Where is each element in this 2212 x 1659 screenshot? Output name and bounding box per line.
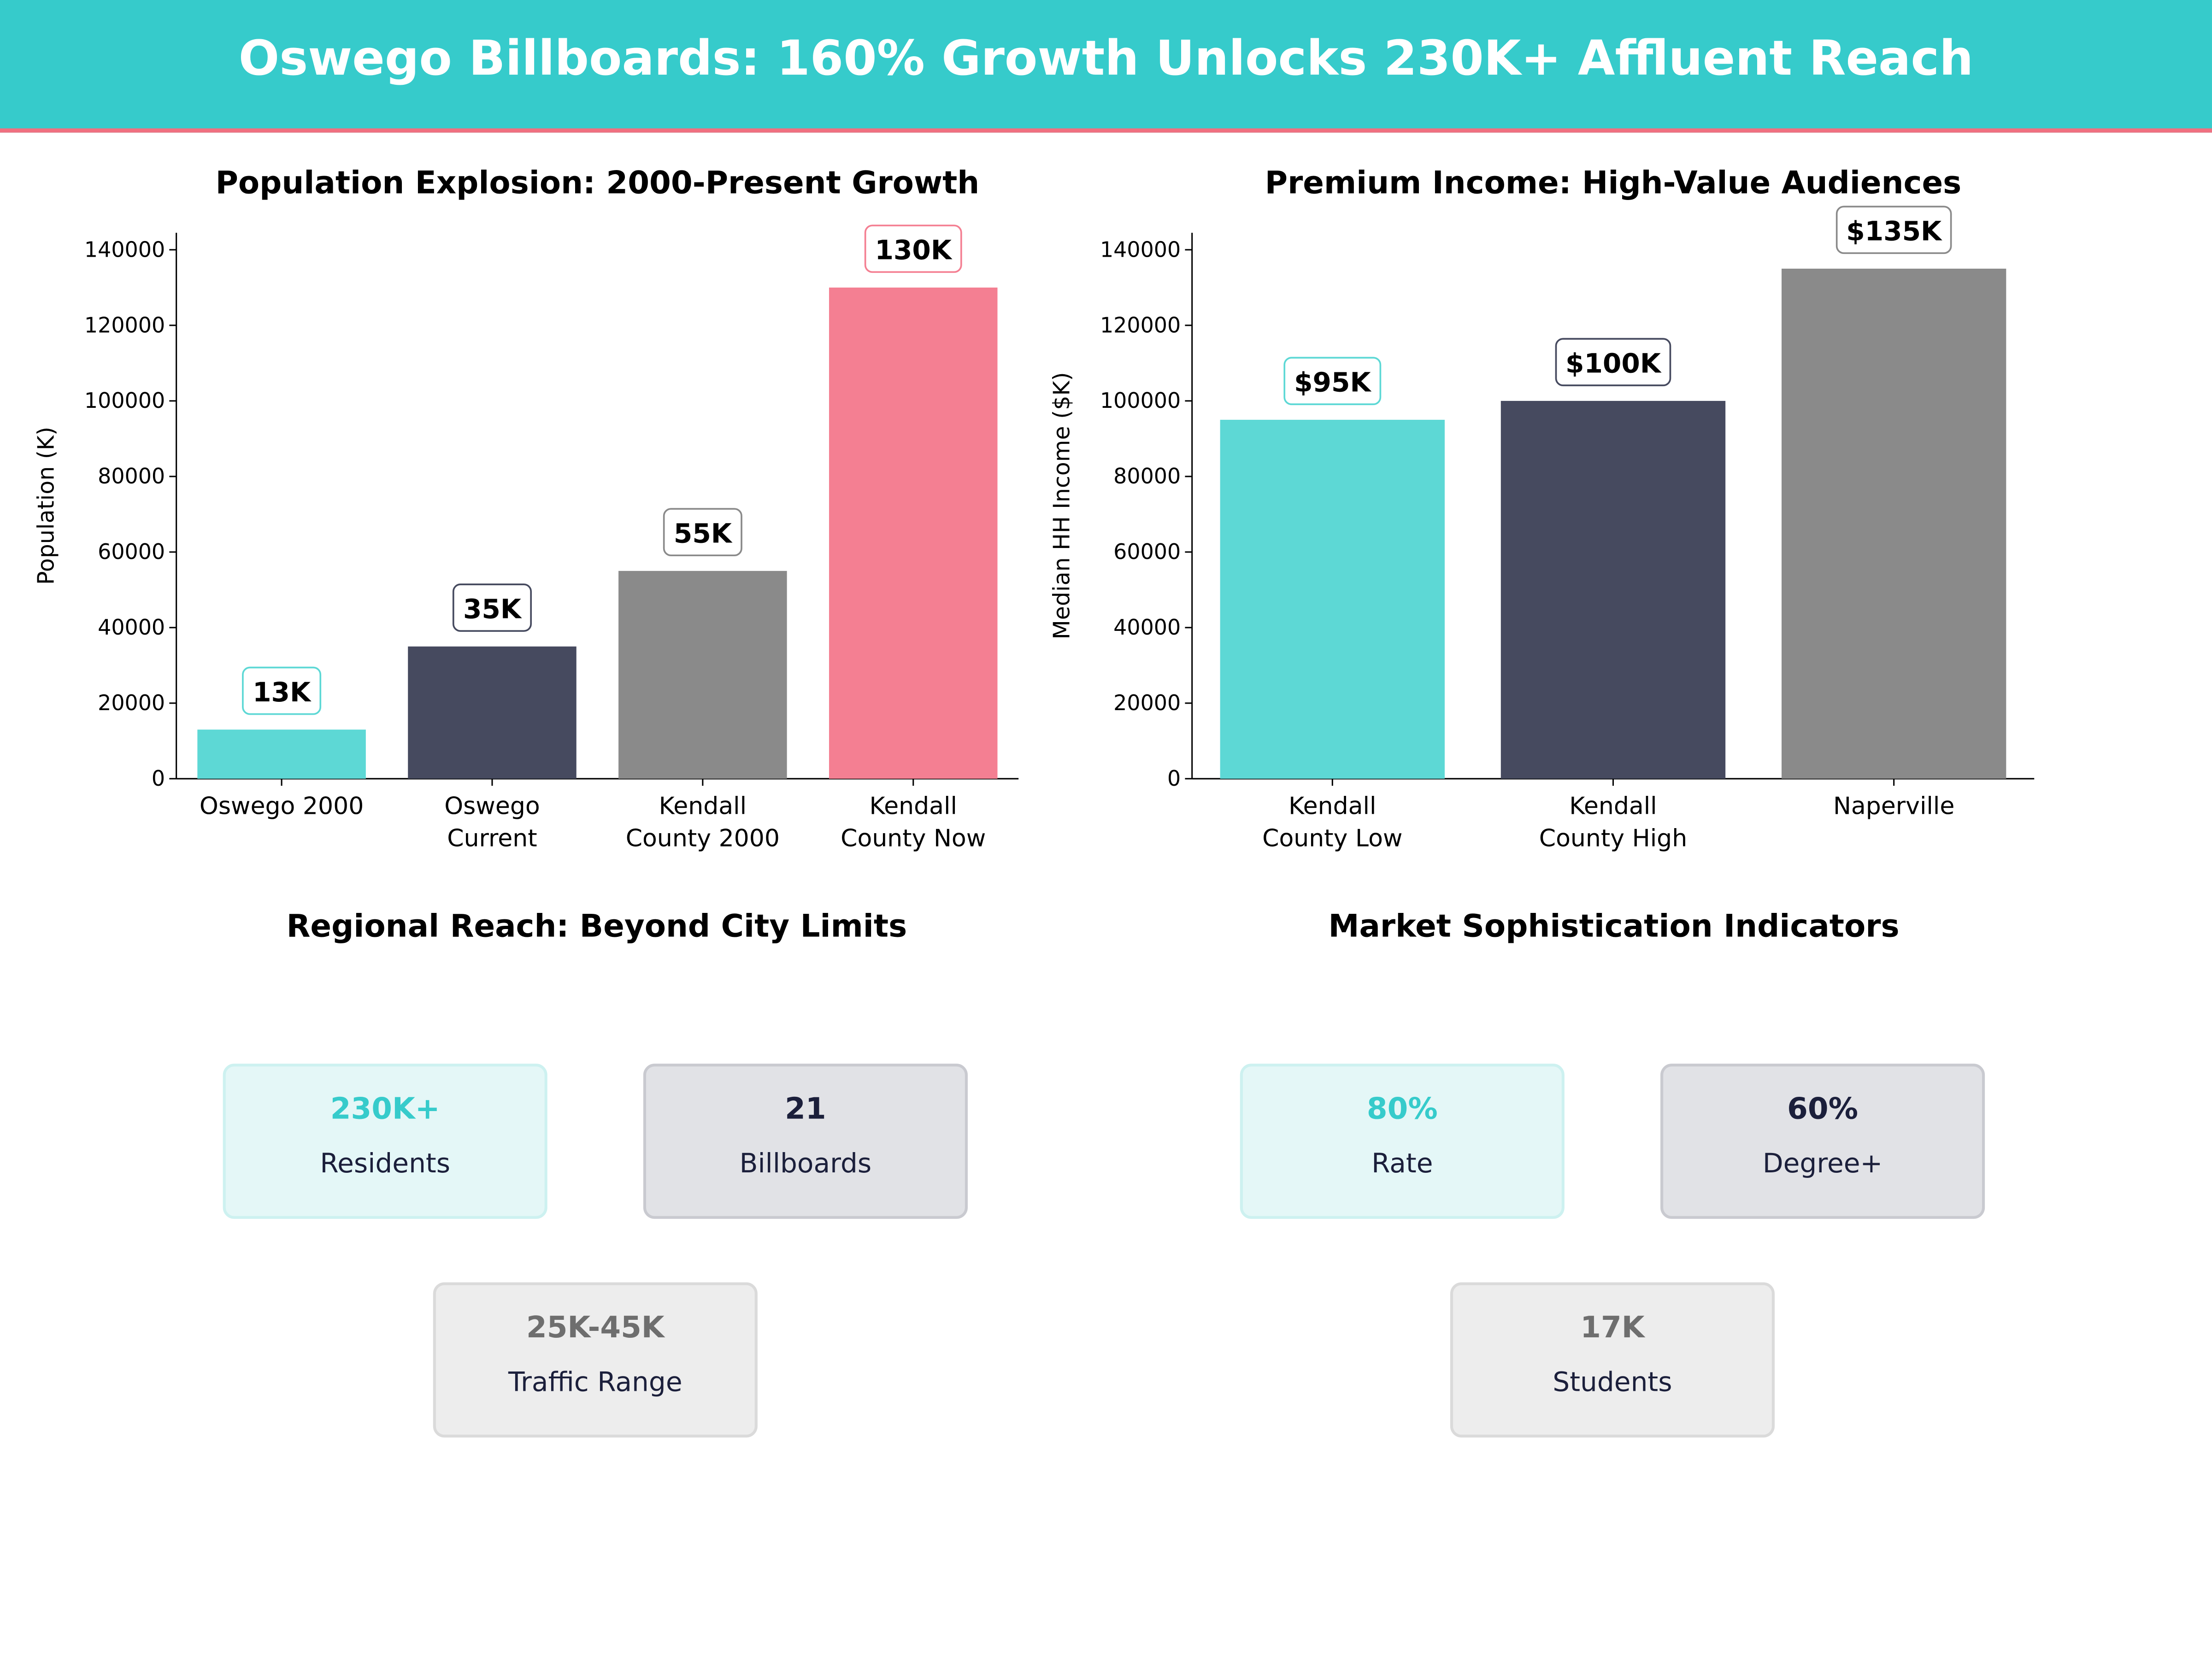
card-value: 17K	[1580, 1310, 1645, 1345]
income-chart: Premium Income: High-Value Audiences Medi…	[1048, 164, 2035, 853]
card-degree: 60% Degree+	[1660, 1064, 1985, 1219]
population-chart: Population Explosion: 2000-Present Growt…	[33, 164, 1019, 853]
card-label: Students	[1553, 1367, 1672, 1398]
card-label: Residents	[320, 1148, 451, 1180]
x-tick-label: County 2000	[626, 825, 780, 853]
y-tick-label: 120000	[84, 312, 165, 337]
card-billboards: 21 Billboards	[643, 1064, 968, 1219]
x-tick-label: County Now	[841, 825, 986, 853]
card-label: Traffic Range	[508, 1367, 682, 1398]
data-label: 35K	[463, 594, 522, 625]
card-residents: 230K+ Residents	[223, 1064, 547, 1219]
x-tick-label: Kendall	[1288, 792, 1376, 820]
x-tick-label: County Low	[1262, 825, 1402, 853]
card-traffic-range: 25K-45K Traffic Range	[433, 1282, 758, 1438]
x-tick-label: Kendall	[659, 792, 747, 820]
data-label-box	[663, 508, 742, 557]
x-tick-label: Naperville	[1833, 792, 1954, 820]
bar	[1781, 268, 2006, 779]
y-tick-label: 140000	[1100, 237, 1181, 262]
y-tick-label: 20000	[98, 690, 165, 715]
regional-title: Regional Reach: Beyond City Limits	[286, 910, 907, 946]
y-axis-label: Median HH Income ($K)	[1048, 372, 1075, 639]
x-tick-label: Oswego 2000	[200, 792, 364, 820]
card-value: 230K+	[330, 1092, 440, 1126]
card-value: 60%	[1787, 1092, 1858, 1126]
y-tick-label: 60000	[98, 539, 165, 564]
chart-title: Premium Income: High-Value Audiences	[1265, 164, 1961, 200]
data-label-box	[1283, 357, 1382, 406]
y-tick-label: 120000	[1100, 312, 1181, 337]
data-label: $100K	[1565, 348, 1662, 379]
y-tick-label: 100000	[84, 388, 165, 413]
y-axis-label: Population (K)	[33, 427, 59, 585]
page-title: Oswego Billboards: 160% Growth Unlocks 2…	[238, 31, 1974, 88]
y-tick-label: 80000	[1113, 464, 1181, 488]
data-label: $135K	[1846, 216, 1942, 247]
x-tick-label: Kendall	[1569, 792, 1657, 820]
card-value: 80%	[1366, 1092, 1438, 1126]
card-label: Billboards	[739, 1148, 872, 1180]
y-tick-label: 0	[152, 766, 165, 791]
bar	[829, 287, 998, 779]
header-banner: Oswego Billboards: 160% Growth Unlocks 2…	[0, 0, 2212, 133]
y-tick-label: 140000	[84, 237, 165, 262]
y-tick-label: 100000	[1100, 388, 1181, 413]
card-students: 17K Students	[1450, 1282, 1775, 1438]
bar	[197, 729, 366, 779]
y-tick-label: 20000	[1113, 690, 1181, 715]
data-label-box	[242, 666, 322, 715]
y-tick-label: 60000	[1113, 539, 1181, 564]
card-value: 21	[785, 1092, 826, 1126]
bar	[1220, 419, 1445, 779]
bar	[1500, 400, 1726, 779]
market-title: Market Sophistication Indicators	[1328, 910, 1900, 946]
data-label-box	[452, 583, 532, 632]
data-label-box	[864, 224, 962, 273]
data-label: 130K	[875, 235, 953, 266]
card-rate: 80% Rate	[1240, 1064, 1565, 1219]
y-tick-label: 80000	[98, 464, 165, 488]
x-tick-label: Current	[447, 825, 537, 853]
data-label-box	[1835, 206, 1952, 254]
data-label: $95K	[1294, 367, 1371, 398]
y-tick-label: 0	[1167, 766, 1181, 791]
y-tick-label: 40000	[1113, 615, 1181, 640]
bar	[408, 646, 577, 779]
data-label-box	[1555, 338, 1671, 387]
card-label: Rate	[1371, 1148, 1433, 1180]
data-label: 55K	[674, 518, 733, 549]
x-tick-label: County High	[1539, 825, 1687, 853]
card-label: Degree+	[1762, 1148, 1883, 1180]
data-label: 13K	[253, 677, 312, 708]
x-tick-label: Kendall	[870, 792, 957, 820]
bar	[618, 571, 787, 779]
chart-title: Population Explosion: 2000-Present Growt…	[216, 164, 980, 200]
x-tick-label: Oswego	[444, 792, 540, 820]
y-tick-label: 40000	[98, 615, 165, 640]
card-value: 25K-45K	[526, 1310, 665, 1345]
